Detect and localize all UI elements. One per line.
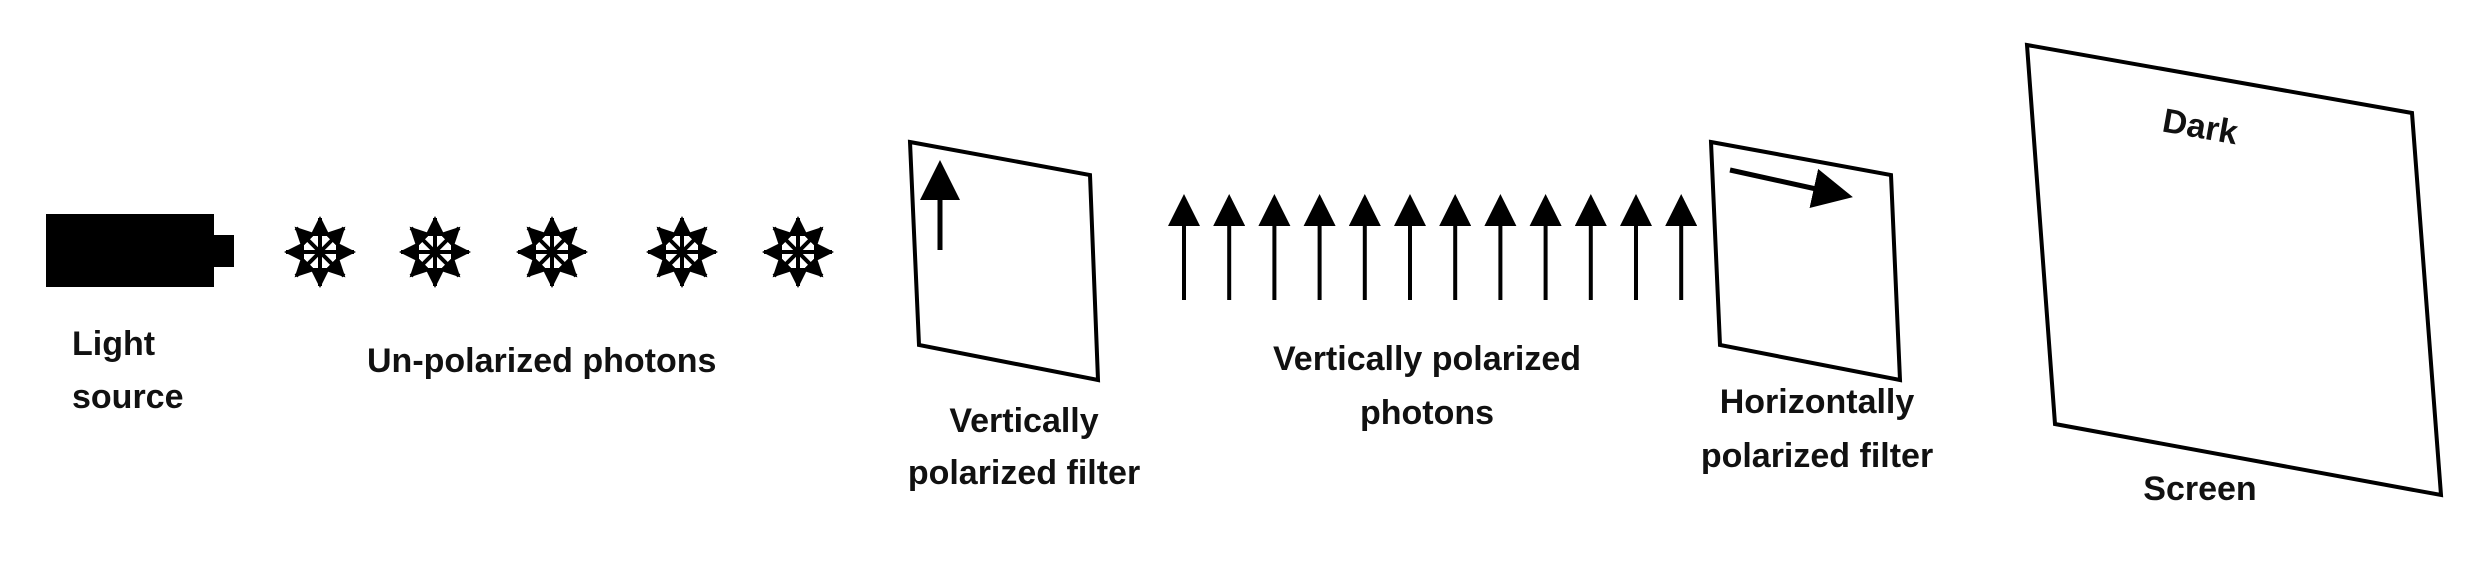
unpolarized-photon-icon (399, 216, 471, 288)
screen-label: Screen (2143, 470, 2256, 508)
unpolarized-photons (284, 216, 834, 288)
light-source-icon (46, 214, 234, 287)
horizontal-filter-label-line2: polarized filter (1701, 437, 1933, 475)
unpolarized-photon-icon (762, 216, 834, 288)
light-source-label-line1: Light (72, 325, 155, 363)
unpolarized-photon-icon (646, 216, 718, 288)
vertical-filter-label-line2: polarized filter (908, 454, 1140, 492)
light-source-label-line2: source (72, 378, 184, 416)
unpolarized-photons-label: Un-polarized photons (367, 342, 716, 380)
unpolarized-photon-icon (284, 216, 356, 288)
vertically-polarized-photons (1168, 194, 1698, 300)
horizontal-filter-arrow-icon (1729, 167, 1853, 209)
screen-state-label: Dark (2160, 102, 2241, 153)
horizontal-polarized-filter (1708, 139, 1903, 383)
horizontal-filter-label-line1: Horizontally (1720, 383, 1915, 421)
screen (2024, 42, 2444, 498)
unpolarized-photon-icon (516, 216, 588, 288)
vertical-polarized-filter (907, 139, 1101, 383)
vertical-filter-label-line1: Vertically (949, 402, 1098, 440)
vertical-photons-label-line1: Vertically polarized (1273, 340, 1581, 378)
vertical-photons-label-line2: photons (1360, 394, 1494, 432)
